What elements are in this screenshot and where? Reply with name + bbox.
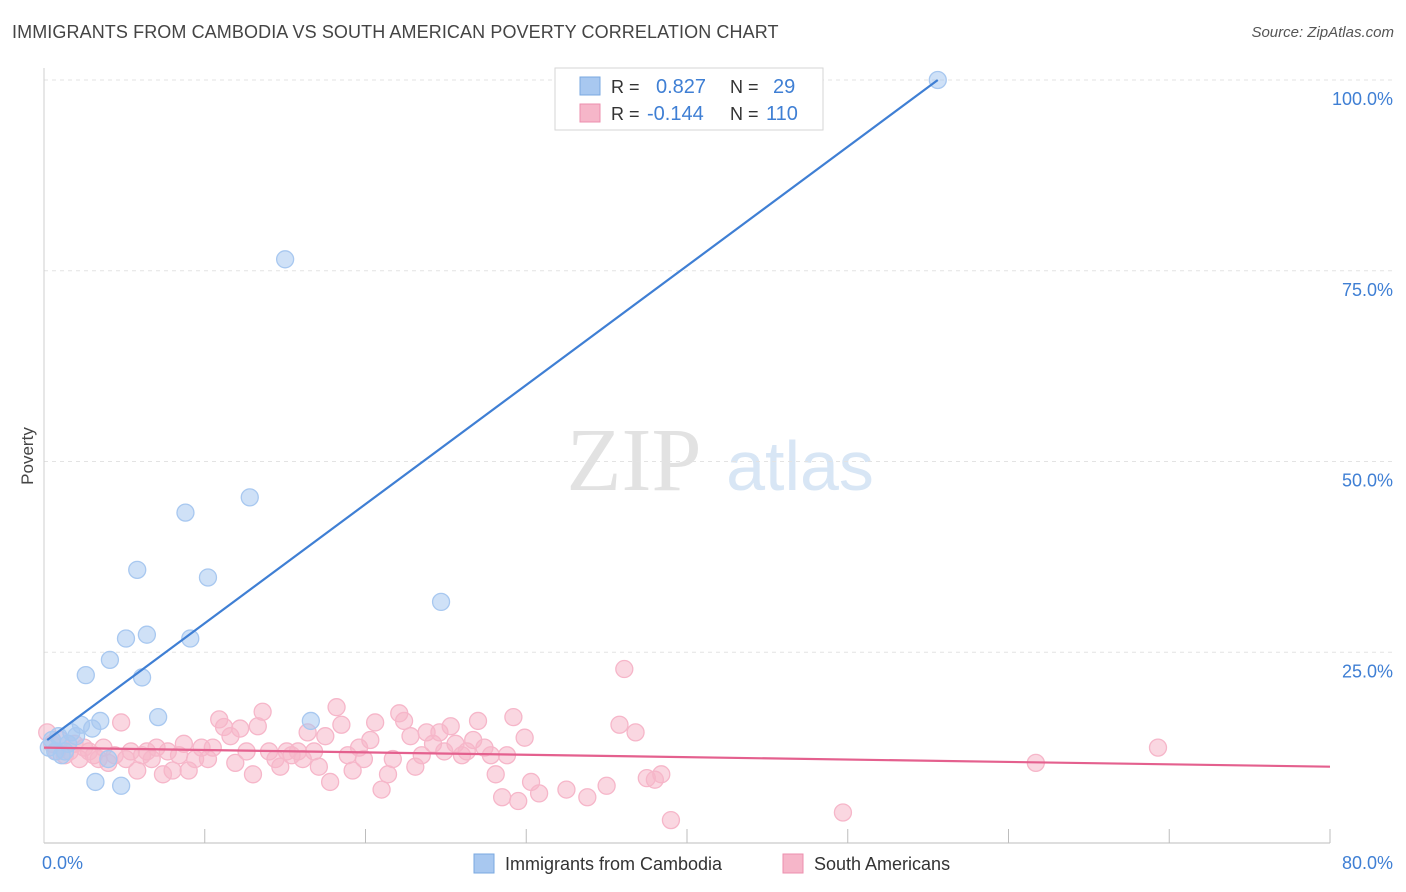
cambodia-point-17 xyxy=(116,629,136,648)
cambodia-point-28 xyxy=(431,592,451,612)
south-americans-point-41 xyxy=(253,702,272,721)
legend-cambodia-swatch xyxy=(473,853,495,874)
cambodia-point-16 xyxy=(112,776,131,795)
south-americans-point-57 xyxy=(343,761,362,780)
y-tick-label-75: 75.0% xyxy=(1342,280,1393,300)
cambodia-point-12 xyxy=(86,772,105,792)
cambodia-point-24 xyxy=(198,568,218,587)
cambodia-point-20 xyxy=(137,625,157,644)
south-americans-point-89 xyxy=(529,784,549,803)
cambodia-point-26 xyxy=(275,250,295,269)
south-americans-point-99 xyxy=(661,810,681,830)
south-americans-point-100 xyxy=(833,803,853,822)
south-americans-point-60 xyxy=(361,730,380,750)
legend-south-americans-swatch xyxy=(782,853,804,874)
cambodia-point-23 xyxy=(181,629,200,648)
cambodia-point-14 xyxy=(99,749,118,769)
cambodia-point-10 xyxy=(76,665,95,685)
south-americans-n-label: N = xyxy=(730,104,759,124)
south-americans-point-93 xyxy=(610,715,629,734)
south-americans-point-27 xyxy=(174,734,194,753)
south-americans-point-69 xyxy=(412,746,431,765)
south-americans-point-36 xyxy=(226,753,245,773)
south-americans-point-74 xyxy=(441,717,460,736)
legend-cambodia-label: Immigrants from Cambodia xyxy=(505,854,723,874)
south-americans-point-91 xyxy=(578,788,597,807)
cambodia-point-27 xyxy=(301,711,320,731)
x-tick-marks xyxy=(204,829,1331,843)
south-americans-point-90 xyxy=(557,780,576,799)
south-americans-point-79 xyxy=(468,711,488,731)
south-americans-r-label: R = xyxy=(611,104,640,124)
south-americans-point-53 xyxy=(320,772,340,792)
trend-lines xyxy=(43,79,1331,768)
cambodia-point-15 xyxy=(100,650,120,670)
south-americans-point-63 xyxy=(378,765,398,784)
south-americans-point-51 xyxy=(309,757,329,776)
cambodia-swatch xyxy=(579,76,601,96)
chart-source: Source: ZipAtlas.com xyxy=(1251,24,1394,41)
south-americans-point-98 xyxy=(652,765,671,784)
south-americans-point-92 xyxy=(597,776,616,795)
south-americans-point-54 xyxy=(327,698,346,717)
y-tick-labels: 25.0% 50.0% 75.0% 100.0% xyxy=(1332,89,1393,681)
cambodia-r-value: 0.827 xyxy=(656,76,706,98)
south-americans-point-61 xyxy=(365,713,385,732)
south-americans-swatch xyxy=(579,103,601,123)
south-americans-point-83 xyxy=(492,788,512,807)
south-americans-point-18 xyxy=(128,761,147,780)
chart-title: IMMIGRANTS FROM CAMBODIA VS SOUTH AMERIC… xyxy=(12,22,779,42)
south-americans-point-59 xyxy=(354,749,374,769)
cambodia-point-18 xyxy=(128,560,147,579)
south-americans-point-87 xyxy=(515,728,534,747)
south-americans-point-55 xyxy=(332,715,351,734)
south-americans-point-62 xyxy=(372,780,391,799)
series-legend: Immigrants from Cambodia South Americans xyxy=(473,853,950,874)
legend-south-americans-label: South Americans xyxy=(814,854,950,874)
south-americans-point-86 xyxy=(509,791,528,811)
south-americans-trend-line xyxy=(43,746,1331,768)
south-americans-r-value: -0.144 xyxy=(647,103,704,125)
south-americans-point-64 xyxy=(383,749,402,769)
south-americans-point-39 xyxy=(243,765,263,784)
south-americans-n-value: 110 xyxy=(766,103,798,125)
south-americans-point-102 xyxy=(1148,738,1168,757)
y-tick-label-25: 25.0% xyxy=(1342,661,1393,681)
x-tick-label-min: 0.0% xyxy=(42,853,83,873)
grid-lines xyxy=(44,79,1392,653)
y-tick-label-50: 50.0% xyxy=(1342,471,1393,491)
x-tick-label-max: 80.0% xyxy=(1342,853,1393,873)
south-americans-point-52 xyxy=(316,727,335,746)
south-americans-point-82 xyxy=(486,765,505,784)
cambodia-n-label: N = xyxy=(730,77,759,97)
south-americans-point-66 xyxy=(394,711,414,731)
cambodia-point-25 xyxy=(240,488,259,507)
watermark-zip: ZIP xyxy=(567,411,702,510)
cambodia-trend-line xyxy=(46,79,939,741)
cambodia-point-19 xyxy=(132,668,152,687)
south-americans-point-15 xyxy=(112,713,131,732)
south-americans-point-37 xyxy=(230,719,250,738)
y-axis-label: Poverty xyxy=(18,427,37,485)
cambodia-point-22 xyxy=(176,503,195,522)
cambodia-n-value: 29 xyxy=(773,76,795,98)
cambodia-point-21 xyxy=(148,707,168,727)
south-americans-point-32 xyxy=(203,738,222,757)
zipatlas-watermark: ZIP atlas xyxy=(567,411,874,510)
cambodia-point-13 xyxy=(91,711,110,731)
watermark-atlas: atlas xyxy=(726,427,874,505)
stats-legend: R = 0.827 N = 29 R = -0.144 N = 110 xyxy=(554,67,824,131)
south-americans-point-94 xyxy=(615,659,634,679)
south-americans-point-44 xyxy=(271,757,290,776)
south-americans-point-95 xyxy=(626,723,645,742)
south-americans-point-25 xyxy=(163,761,182,780)
south-americans-points xyxy=(38,659,1168,830)
south-americans-point-67 xyxy=(401,727,420,746)
cambodia-r-label: R = xyxy=(611,77,640,97)
y-tick-label-100: 100.0% xyxy=(1332,89,1393,109)
south-americans-point-85 xyxy=(504,707,523,727)
